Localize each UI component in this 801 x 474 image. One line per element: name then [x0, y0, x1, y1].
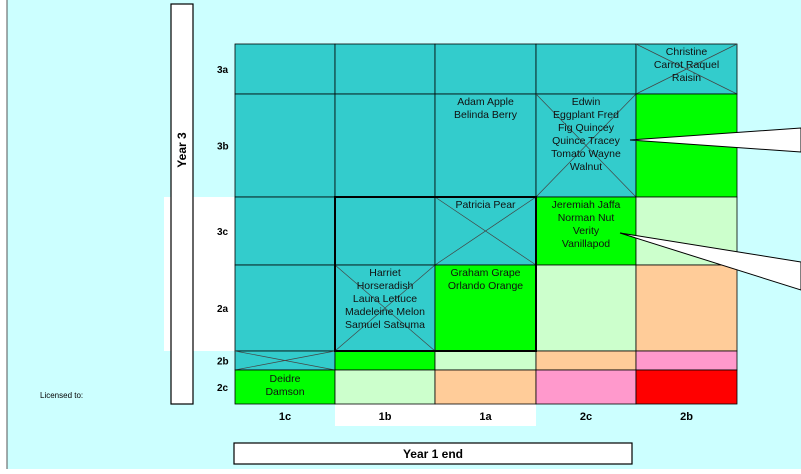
cell-name-3b-1a: Adam Apple — [457, 96, 514, 108]
cell-3a-2c — [535, 43, 637, 95]
cell-name-3c-2c: Vanillapod — [562, 238, 610, 250]
cell-2c-1b — [334, 369, 436, 405]
cross-line-3a-2b — [635, 43, 738, 95]
cell-2b-2c — [535, 350, 637, 371]
cross-line-2a-1b — [334, 264, 436, 352]
cell-name-3a-2b: Christine — [666, 46, 708, 58]
cell-name-3b-2c: Walnut — [570, 161, 602, 173]
cell-3b-1c — [234, 93, 336, 198]
cell-name-2a-1a: Orlando Orange — [448, 280, 523, 292]
cross-line-3c-1a — [434, 196, 537, 266]
col-label-1b: 1b — [379, 411, 392, 423]
x-axis-title-box — [233, 442, 633, 465]
col-label-2b: 2b — [680, 411, 693, 423]
cell-name-2a-1a: Graham Grape — [450, 267, 520, 279]
cell-2c-2c — [535, 369, 637, 405]
col-label-1c: 1c — [279, 411, 291, 423]
y-axis-title: Year 3 — [175, 132, 189, 168]
cell-3b-1b — [334, 93, 436, 198]
cell-name-3b-2c: Quince Tracey — [552, 135, 620, 147]
cell-name-3b-2c: Eggplant Fred — [553, 109, 619, 121]
cell-name-2a-1b: Madeleine Melon — [345, 306, 425, 318]
cell-name-2c-1c: Deidre — [270, 373, 301, 385]
cell-2b-2b — [635, 350, 738, 371]
cell-name-3c-1a: Patricia Pear — [455, 199, 516, 211]
row-label-2a: 2a — [217, 304, 229, 315]
cross-line-2b-1c — [234, 350, 336, 371]
cell-name-3b-2c: Fig Quincey — [558, 122, 615, 134]
callout-3b-2c — [629, 127, 801, 153]
cell-2a-1c — [234, 264, 336, 352]
cell-name-3c-2c: Jeremiah Jaffa — [552, 199, 621, 211]
cell-2c-1c — [234, 369, 336, 405]
cell-2c-1a — [434, 369, 537, 405]
col-label-2c: 2c — [580, 411, 592, 423]
cell-2c-2b — [635, 369, 738, 405]
cross-line-3b-2c — [535, 93, 637, 198]
cell-name-3c-2c: Norman Nut — [558, 212, 615, 224]
cell-3b-1a — [434, 93, 537, 198]
callout-3c-2c — [619, 232, 801, 291]
row-label-3b: 3b — [217, 142, 229, 153]
row-label-3c: 3c — [217, 227, 229, 238]
cell-name-3b-1a: Belinda Berry — [454, 109, 518, 121]
licensed-to-label: Licensed to: — [40, 391, 83, 400]
col-label-1a: 1a — [479, 411, 492, 423]
row-label-2b: 2b — [217, 357, 229, 368]
highlight-box — [334, 196, 537, 352]
row-label-2c: 2c — [217, 383, 229, 394]
cell-2b-1a — [434, 350, 537, 371]
cell-name-3a-2b: Raisin — [672, 72, 701, 84]
cell-name-3b-2c: Edwin — [572, 96, 601, 108]
cell-name-3b-2c: Tomato Wayne — [551, 148, 621, 160]
cell-3c-1b — [334, 196, 436, 266]
cell-name-2a-1b: Samuel Satsuma — [345, 319, 425, 331]
y-axis-title-box — [170, 3, 194, 405]
x-axis-title: Year 1 end — [403, 447, 463, 461]
cell-name-2a-1b: Horseradish — [357, 280, 414, 292]
cell-3c-1c — [234, 196, 336, 266]
cell-3a-1a — [434, 43, 537, 95]
cell-3a-1b — [334, 43, 436, 95]
cell-name-3c-2c: Verity — [573, 225, 600, 237]
cell-name-2a-1b: Laura Lettuce — [353, 293, 417, 305]
cell-3a-1c — [234, 43, 336, 95]
cell-2b-1b — [334, 350, 436, 371]
cell-name-3a-2b: Carrot Raquel — [654, 59, 719, 71]
row-label-3a: 3a — [217, 65, 229, 76]
cell-name-2c-1c: Damson — [265, 386, 304, 398]
cell-2a-2c — [535, 264, 637, 352]
cell-2a-2b — [635, 264, 738, 352]
xlabel-white-strip — [335, 404, 536, 426]
cell-name-2a-1b: Harriet — [369, 267, 401, 279]
